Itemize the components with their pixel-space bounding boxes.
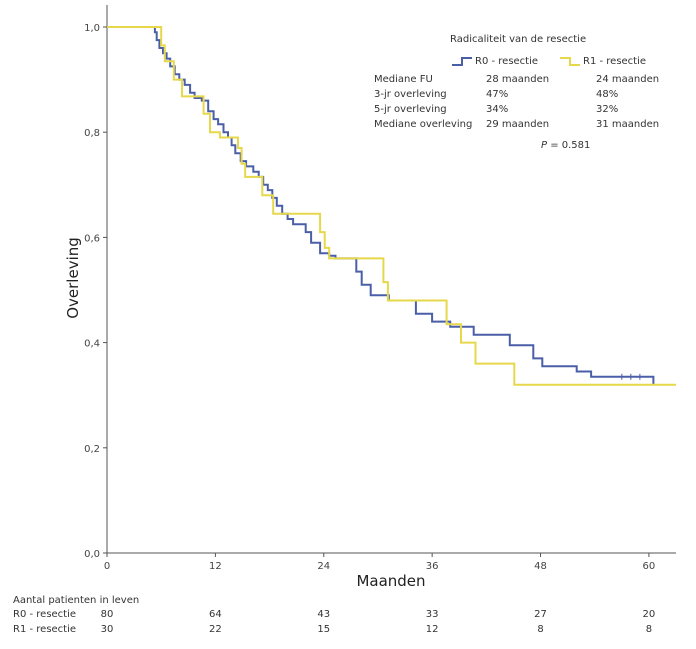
- legend-title: Radicaliteit van de resectie: [450, 34, 586, 45]
- x-axis-title: Maanden: [356, 572, 425, 590]
- legend-label-r0: R0 - resectie: [475, 56, 538, 67]
- risk-count: 20: [643, 609, 656, 620]
- ticks: 0,0 0,2 0,4 0,6 0,8 1,0 0 12 24 36 48 60: [84, 23, 655, 572]
- stats-label: Mediane FU: [374, 74, 433, 85]
- y-tick-label: 0,8: [84, 128, 100, 139]
- stats-r0-value: 34%: [486, 104, 508, 115]
- legend-entry-r0: R0 - resectie: [452, 56, 538, 67]
- risk-row-label: R1 - resectie: [13, 624, 76, 635]
- risk-count: 30: [101, 624, 114, 635]
- y-tick-label: 0,6: [84, 233, 100, 244]
- stats-table: Mediane FU 28 maanden 24 maanden 3-jr overl…: [374, 74, 659, 130]
- risk-count: 27: [534, 609, 547, 620]
- legend-swatch-r0: [452, 57, 472, 66]
- stats-r0-value: 29 maanden: [486, 119, 549, 130]
- legend-swatch-r1: [560, 57, 580, 66]
- risk-count: 64: [209, 609, 222, 620]
- risk-count: 80: [101, 609, 114, 620]
- risk-table: Aantal patienten in leven R0 - resectie 80…: [13, 595, 655, 635]
- stats-label: 3-jr overleving: [374, 89, 447, 100]
- risk-count: 43: [317, 609, 330, 620]
- risk-count: 22: [209, 624, 222, 635]
- stats-label: Mediane overleving: [374, 119, 472, 130]
- axes: [106, 5, 676, 554]
- legend: Radicaliteit van de resectie R0 - resect…: [450, 34, 646, 67]
- p-value: P = 0.581: [541, 140, 590, 151]
- y-tick-label: 0,0: [84, 549, 100, 560]
- y-axis-title: Overleving: [64, 237, 82, 319]
- x-tick-label: 48: [534, 561, 547, 572]
- risk-count: 8: [646, 624, 652, 635]
- risk-count: 8: [537, 624, 543, 635]
- x-tick-label: 12: [209, 561, 222, 572]
- legend-label-r1: R1 - resectie: [583, 56, 646, 67]
- x-tick-label: 60: [643, 561, 656, 572]
- stats-r0-value: 28 maanden: [486, 74, 549, 85]
- risk-count: 33: [426, 609, 439, 620]
- y-tick-label: 1,0: [84, 23, 100, 34]
- stats-r1-value: 48%: [596, 89, 618, 100]
- y-tick-label: 0,2: [84, 444, 100, 455]
- series-line-r1: [107, 26, 676, 386]
- stats-label: 5-jr overleving: [374, 104, 447, 115]
- stats-r1-value: 24 maanden: [596, 74, 659, 85]
- x-tick-label: 24: [317, 561, 330, 572]
- legend-entry-r1: R1 - resectie: [560, 56, 646, 67]
- stats-r1-value: 31 maanden: [596, 119, 659, 130]
- risk-count: 15: [317, 624, 330, 635]
- p-value-text: = 0.581: [547, 140, 590, 151]
- x-tick-label: 36: [426, 561, 439, 572]
- stats-r0-value: 47%: [486, 89, 508, 100]
- p-value-label: P: [541, 140, 548, 151]
- x-tick-label: 0: [104, 561, 110, 572]
- risk-table-title: Aantal patienten in leven: [13, 595, 139, 606]
- stats-r1-value: 32%: [596, 104, 618, 115]
- risk-row-label: R0 - resectie: [13, 609, 76, 620]
- risk-count: 12: [426, 624, 439, 635]
- y-tick-label: 0,4: [84, 339, 100, 350]
- survival-curves: [107, 26, 676, 386]
